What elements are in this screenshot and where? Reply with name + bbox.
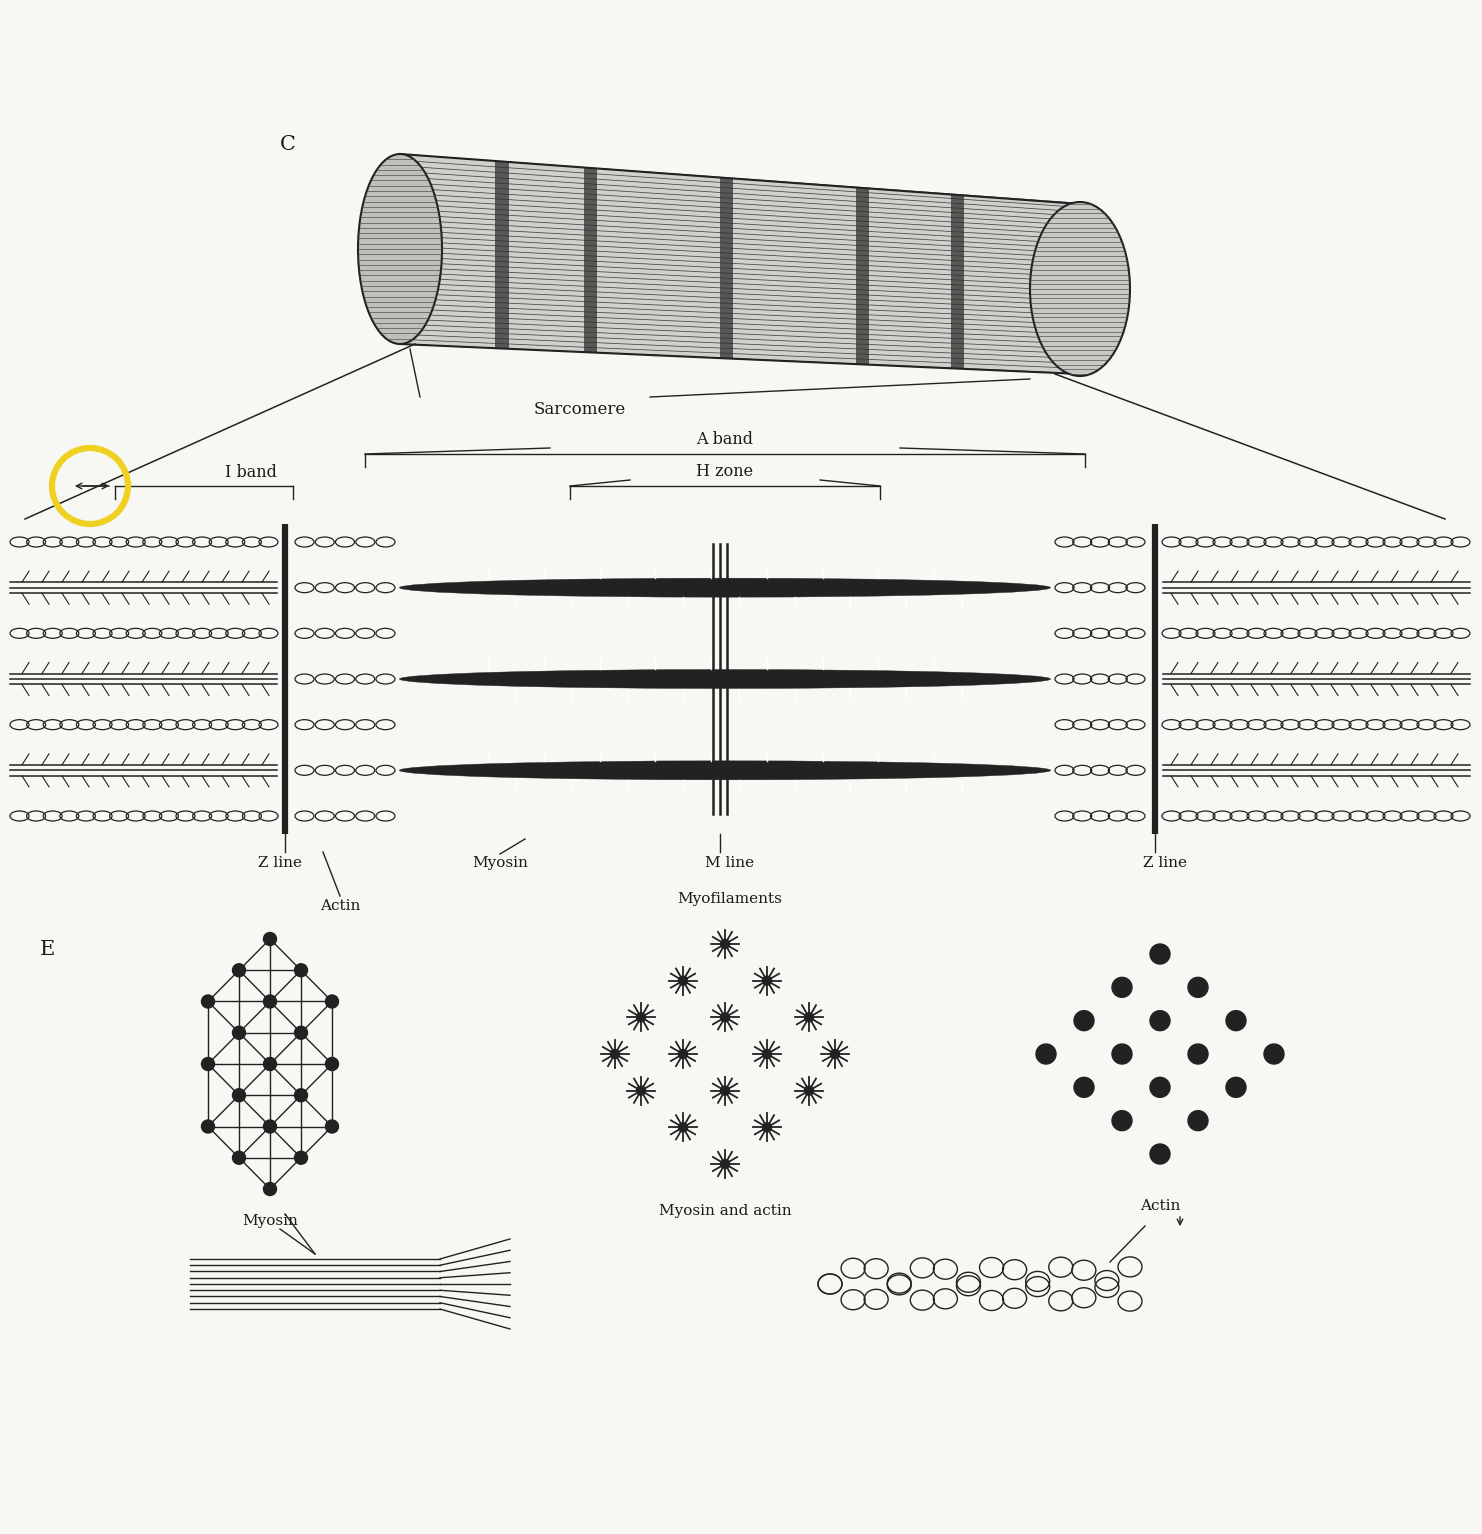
Circle shape bbox=[679, 1049, 688, 1058]
Circle shape bbox=[636, 1012, 646, 1022]
Circle shape bbox=[1226, 1077, 1246, 1097]
Circle shape bbox=[1074, 1011, 1094, 1031]
Polygon shape bbox=[584, 169, 597, 353]
Circle shape bbox=[295, 1089, 307, 1101]
Circle shape bbox=[636, 1086, 646, 1095]
Text: M line: M line bbox=[705, 856, 754, 870]
Circle shape bbox=[326, 996, 338, 1008]
Ellipse shape bbox=[400, 761, 1051, 779]
Circle shape bbox=[679, 976, 688, 985]
Circle shape bbox=[1150, 943, 1169, 963]
Text: A band: A band bbox=[697, 431, 753, 448]
Circle shape bbox=[1226, 1011, 1246, 1031]
Text: Myofilaments: Myofilaments bbox=[677, 891, 782, 907]
Circle shape bbox=[720, 1160, 729, 1169]
Circle shape bbox=[1150, 1144, 1169, 1164]
Text: H zone: H zone bbox=[697, 463, 753, 480]
Circle shape bbox=[295, 963, 307, 977]
Text: Z line: Z line bbox=[1143, 856, 1187, 870]
Circle shape bbox=[1150, 1077, 1169, 1097]
Circle shape bbox=[295, 1026, 307, 1039]
Circle shape bbox=[720, 1086, 729, 1095]
Circle shape bbox=[202, 1057, 215, 1071]
Text: I band: I band bbox=[225, 463, 277, 482]
Text: E: E bbox=[40, 939, 55, 959]
Text: C: C bbox=[280, 135, 296, 153]
Circle shape bbox=[233, 1150, 246, 1164]
Polygon shape bbox=[720, 178, 734, 359]
Circle shape bbox=[202, 996, 215, 1008]
Text: Myosin and actin: Myosin and actin bbox=[658, 1204, 791, 1218]
Circle shape bbox=[326, 1120, 338, 1134]
Circle shape bbox=[1036, 1045, 1057, 1065]
Circle shape bbox=[264, 933, 277, 945]
Circle shape bbox=[1112, 1111, 1132, 1131]
Circle shape bbox=[233, 1089, 246, 1101]
Circle shape bbox=[1189, 977, 1208, 997]
Text: Sarcomere: Sarcomere bbox=[534, 400, 625, 417]
Ellipse shape bbox=[359, 153, 442, 344]
Polygon shape bbox=[400, 153, 1080, 374]
Circle shape bbox=[1189, 1111, 1208, 1131]
Circle shape bbox=[1074, 1077, 1094, 1097]
Circle shape bbox=[326, 1057, 338, 1071]
Circle shape bbox=[1150, 1011, 1169, 1031]
Circle shape bbox=[264, 1057, 277, 1071]
Circle shape bbox=[805, 1012, 814, 1022]
Circle shape bbox=[720, 1012, 729, 1022]
Circle shape bbox=[233, 1026, 246, 1039]
Circle shape bbox=[830, 1049, 839, 1058]
Text: Actin: Actin bbox=[1140, 1200, 1180, 1213]
Circle shape bbox=[679, 1123, 688, 1132]
Circle shape bbox=[720, 939, 729, 948]
Circle shape bbox=[1112, 1045, 1132, 1065]
Polygon shape bbox=[857, 189, 868, 365]
Circle shape bbox=[233, 963, 246, 977]
Circle shape bbox=[264, 1183, 277, 1195]
Text: Z line: Z line bbox=[258, 856, 302, 870]
Circle shape bbox=[295, 1150, 307, 1164]
Circle shape bbox=[1112, 977, 1132, 997]
Circle shape bbox=[1189, 1045, 1208, 1065]
Polygon shape bbox=[951, 195, 965, 368]
Circle shape bbox=[763, 976, 772, 985]
Text: Myosin: Myosin bbox=[473, 856, 528, 870]
Circle shape bbox=[1264, 1045, 1283, 1065]
Text: Actin: Actin bbox=[320, 899, 360, 913]
Ellipse shape bbox=[1030, 202, 1129, 376]
Circle shape bbox=[264, 996, 277, 1008]
Circle shape bbox=[763, 1049, 772, 1058]
Circle shape bbox=[611, 1049, 619, 1058]
Circle shape bbox=[202, 1120, 215, 1134]
Ellipse shape bbox=[400, 578, 1051, 597]
Circle shape bbox=[264, 1120, 277, 1134]
Circle shape bbox=[805, 1086, 814, 1095]
Circle shape bbox=[763, 1123, 772, 1132]
Polygon shape bbox=[495, 161, 508, 348]
Text: Myosin: Myosin bbox=[242, 1213, 298, 1229]
Ellipse shape bbox=[400, 669, 1051, 689]
